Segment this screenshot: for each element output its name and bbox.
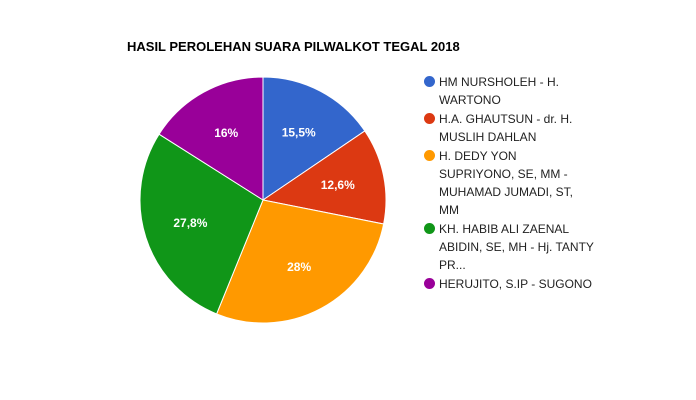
slice-data-label: 12,6% [321,178,355,192]
legend-label: H.A. GHAUTSUN - dr. H. MUSLIH DAHLAN [439,112,573,144]
slice-data-label: 28% [287,260,311,274]
legend: HM NURSHOLEH - H. WARTONO H.A. GHAUTSUN -… [424,73,594,294]
legend-label: HERUJITO, S.IP - SUGONO [439,277,592,291]
legend-swatch [424,150,435,161]
legend-label: KH. HABIB ALI ZAENAL ABIDIN, SE, MH - Hj… [439,222,594,272]
legend-item[interactable]: KH. HABIB ALI ZAENAL ABIDIN, SE, MH - Hj… [424,220,594,274]
legend-item[interactable]: HERUJITO, S.IP - SUGONO [424,275,594,293]
legend-swatch [424,278,435,289]
legend-item[interactable]: HM NURSHOLEH - H. WARTONO [424,73,594,109]
pie-slice[interactable] [262,76,366,201]
legend-swatch [424,76,435,87]
pie-slice[interactable] [215,199,385,324]
pie-slice[interactable] [158,76,264,201]
chart-title: HASIL PEROLEHAN SUARA PILWALKOT TEGAL 20… [127,39,460,54]
slice-data-label: 27,8% [173,216,207,230]
legend-item[interactable]: H. DEDY YON SUPRIYONO, SE, MM - MUHAMAD … [424,147,594,219]
legend-item[interactable]: H.A. GHAUTSUN - dr. H. MUSLIH DAHLAN [424,110,594,146]
legend-label: HM NURSHOLEH - H. WARTONO [439,75,560,107]
legend-swatch [424,223,435,234]
legend-swatch [424,113,435,124]
slice-data-label: 16% [214,126,238,140]
pie-slice[interactable] [139,133,264,315]
slice-data-label: 15,5% [282,126,316,140]
legend-label: H. DEDY YON SUPRIYONO, SE, MM - MUHAMAD … [439,149,574,217]
pie-slice[interactable] [261,130,387,225]
